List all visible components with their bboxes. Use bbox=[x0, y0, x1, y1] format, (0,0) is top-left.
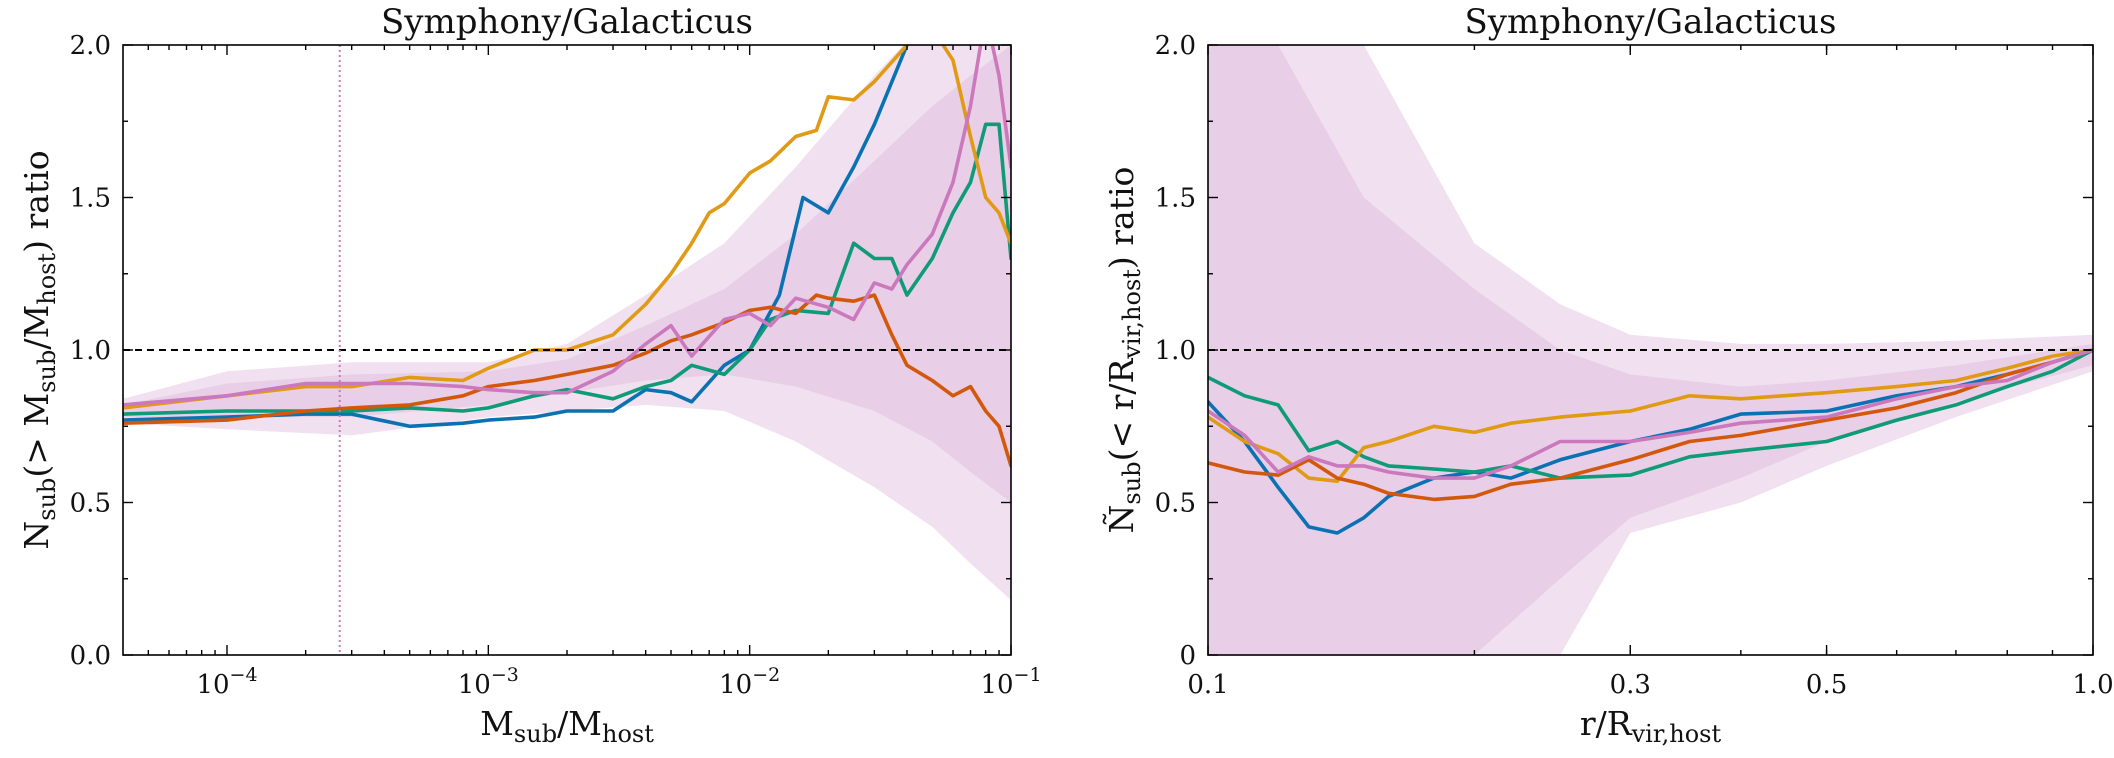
x-tick-label: 10−2 bbox=[719, 664, 780, 700]
right-ticks bbox=[1207, 44, 2094, 656]
x-tick-label: 0.1 bbox=[1187, 670, 1228, 700]
right-series bbox=[1208, 348, 2093, 535]
right-tick-labels: 0.1 0.3 0.5 1.0 0 0.5 1.0 1.5 2.0 bbox=[1155, 31, 2114, 700]
y-tick-label: 1.5 bbox=[1155, 184, 1196, 214]
series-green-line bbox=[123, 122, 1011, 416]
right-panel: 0.1 0.3 0.5 1.0 0 0.5 1.0 1.5 2.0 Symphony/Galac… bbox=[1101, 2, 2114, 748]
x-tick-label: 10−1 bbox=[980, 664, 1041, 700]
left-series bbox=[123, 45, 1011, 468]
y-tick-label: 2.0 bbox=[70, 31, 111, 61]
y-tick-label: 0.0 bbox=[70, 641, 111, 671]
series-green-line bbox=[1208, 348, 2093, 480]
band-inner bbox=[1208, 45, 2093, 655]
left-ticks bbox=[123, 44, 1012, 656]
left-x-axis-label: Msub​/Mhost​ bbox=[480, 704, 654, 748]
left-panel-title: Symphony/Galacticus bbox=[381, 2, 753, 42]
right-bands bbox=[1208, 45, 2093, 655]
series-pink-line bbox=[123, 45, 1011, 407]
series-pink-line bbox=[1208, 348, 2093, 480]
x-tick-label: 1.0 bbox=[2072, 670, 2113, 700]
right-panel-title: Symphony/Galacticus bbox=[1465, 2, 1837, 42]
x-tick-label: 10−3 bbox=[458, 664, 519, 700]
right-y-axis-label: Ñsub​(< r/Rvir,host​) ratio bbox=[1101, 167, 1146, 534]
y-tick-label: 0.5 bbox=[1155, 489, 1196, 519]
y-tick-label: 0.5 bbox=[70, 489, 111, 519]
series-vermilion-line bbox=[1208, 348, 2093, 502]
left-panel: 10−4 10−3 10−2 10−1 0.0 0.5 1.0 1.5 2.0 Symphony… bbox=[17, 2, 1042, 748]
y-tick-label: 0 bbox=[1179, 641, 1196, 671]
band-outer bbox=[123, 45, 1011, 601]
y-tick-label: 2.0 bbox=[1155, 31, 1196, 61]
x-tick-label: 0.3 bbox=[1610, 670, 1651, 700]
left-y-axis-label: Nsub​(> Msub​/Mhost​) ratio bbox=[17, 150, 61, 549]
series-orange-line bbox=[1208, 348, 2093, 483]
y-tick-label: 1.0 bbox=[1155, 336, 1196, 366]
series-orange-line bbox=[123, 45, 1011, 410]
series-vermilion-line bbox=[123, 293, 1011, 468]
series-blue-line bbox=[123, 45, 909, 429]
x-tick-label: 0.5 bbox=[1806, 670, 1847, 700]
right-x-axis-label: r/Rvir,host​ bbox=[1580, 704, 1722, 748]
y-tick-label: 1.0 bbox=[70, 336, 111, 366]
x-tick-label: 10−4 bbox=[196, 664, 257, 700]
y-tick-label: 1.5 bbox=[70, 184, 111, 214]
